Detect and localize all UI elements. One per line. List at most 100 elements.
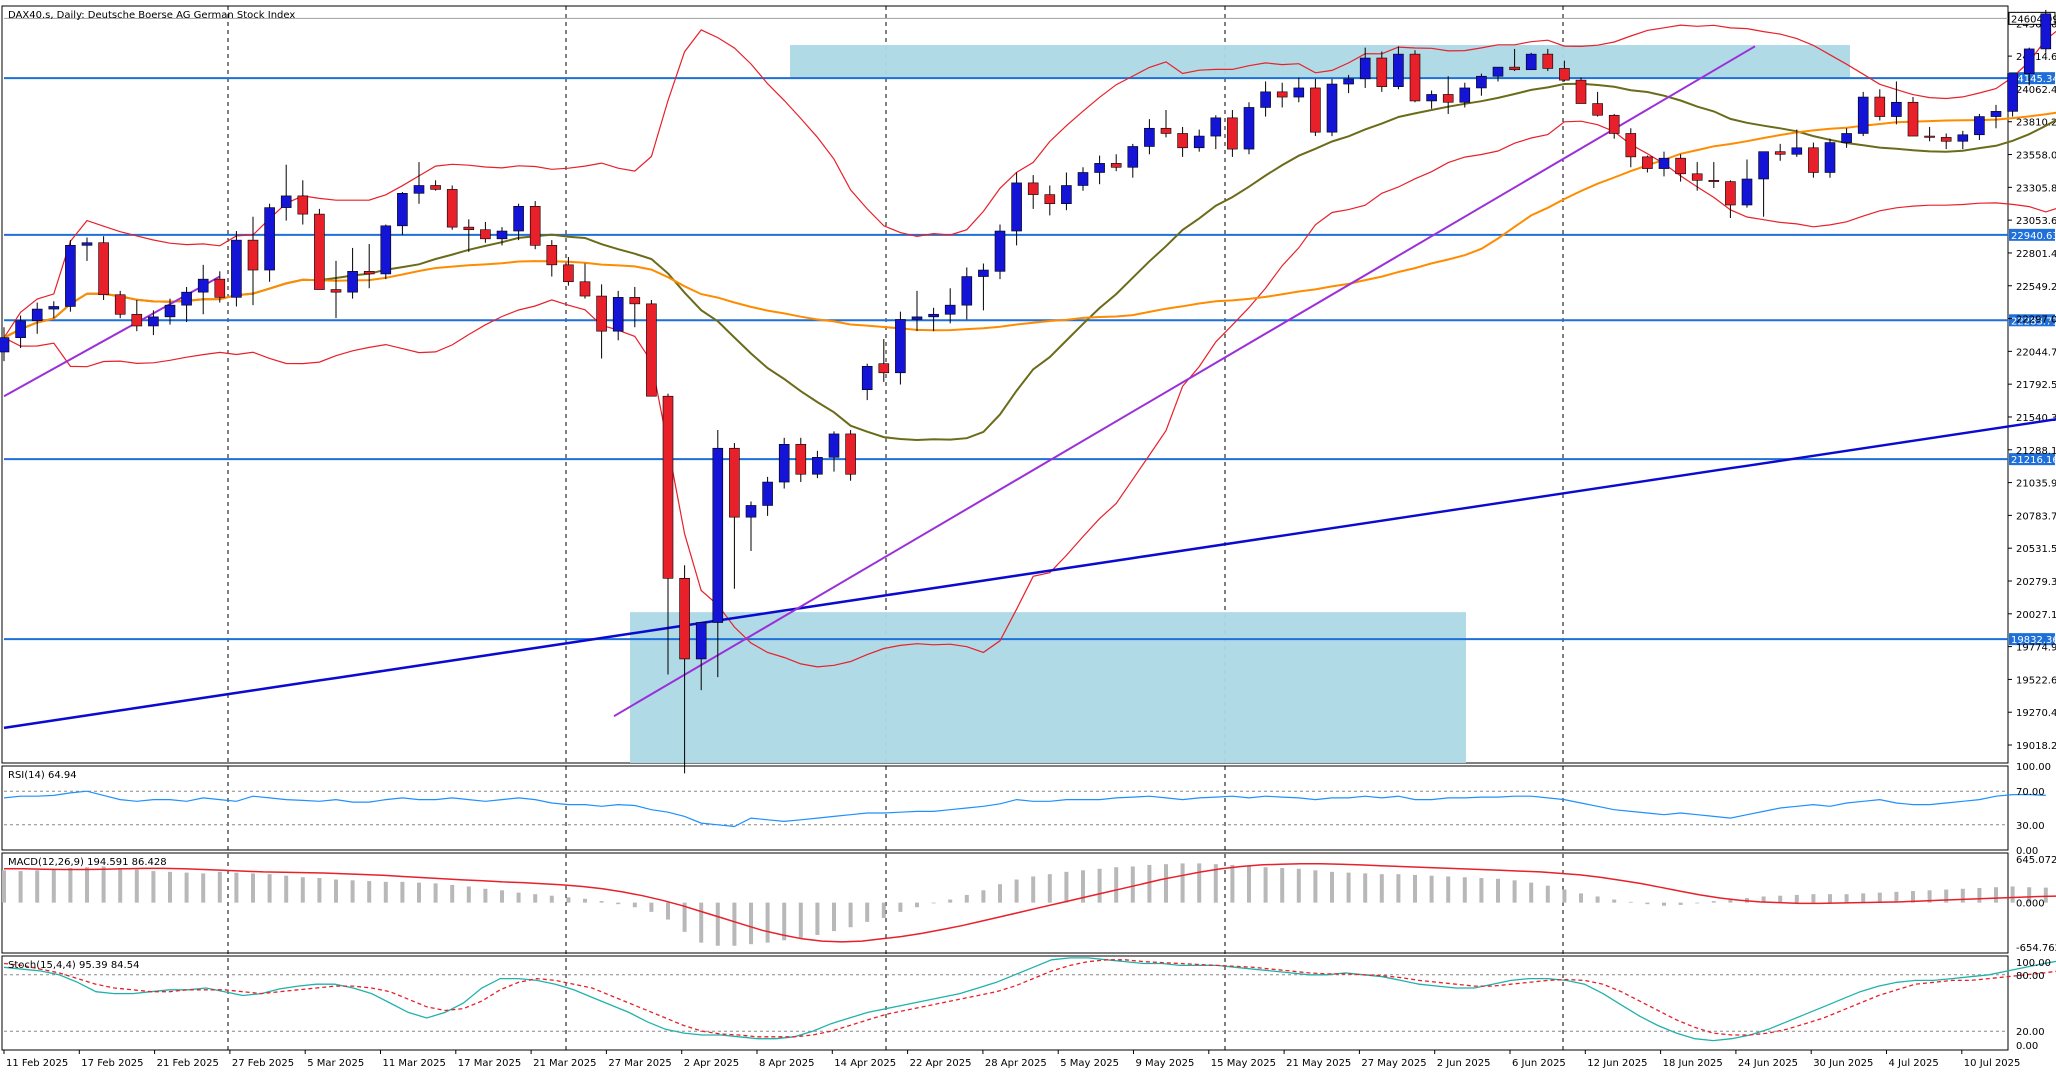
candle-body <box>330 289 342 293</box>
candle <box>1824 138 1836 178</box>
price-tick-label: 21540.37 <box>2016 413 2056 424</box>
candle <box>1027 175 1039 209</box>
candle <box>812 450 823 479</box>
level-price-tag <box>2009 314 2055 327</box>
candle-body <box>1376 57 1388 87</box>
candle-body <box>529 206 541 246</box>
candle <box>330 260 342 319</box>
candle <box>596 284 607 359</box>
candle <box>1575 77 1587 104</box>
candle <box>1310 78 1321 137</box>
candle <box>1907 97 1919 137</box>
candle <box>1625 128 1637 168</box>
candle-body <box>845 433 856 475</box>
candle <box>1293 77 1305 103</box>
candle-body <box>1094 163 1105 173</box>
candle-body <box>1608 114 1620 134</box>
candle <box>1957 130 1969 150</box>
macd-signal-line <box>4 863 2056 943</box>
level-price-label: 22940.63 <box>2011 231 2056 242</box>
candle-body <box>1758 151 1769 180</box>
candle <box>2023 47 2035 86</box>
candle <box>347 247 358 299</box>
candle-body <box>2007 73 2018 112</box>
date-tick-label: 15 May 2025 <box>1211 1058 1276 1069</box>
date-tick-label: 21 Feb 2025 <box>157 1058 219 1069</box>
date-tick-label: 10 Jul 2025 <box>1964 1058 2021 1069</box>
candle <box>845 430 856 481</box>
candle <box>380 224 392 280</box>
pane-frame-macd <box>1 852 2009 954</box>
candle <box>1559 60 1570 82</box>
candle-body <box>1791 147 1803 155</box>
candle-body <box>114 294 126 315</box>
candle <box>546 240 558 277</box>
candle <box>1442 76 1454 114</box>
candle <box>81 237 93 261</box>
candle-body <box>679 578 690 660</box>
candle <box>114 290 126 319</box>
candle <box>895 311 906 385</box>
candle <box>1061 172 1072 211</box>
date-tick-label: 12 Jun 2025 <box>1587 1058 1647 1069</box>
candle-body <box>1227 117 1238 150</box>
candle <box>1343 74 1354 94</box>
candle-body <box>1957 134 1969 142</box>
candle-body <box>1393 53 1404 87</box>
candle <box>1326 78 1338 137</box>
candle <box>1426 90 1437 109</box>
candle-body <box>1857 96 1869 134</box>
candle <box>1990 104 2002 129</box>
candle-body <box>81 242 93 246</box>
candle-body <box>662 395 674 579</box>
candle <box>1476 73 1487 96</box>
candle-body <box>928 313 939 318</box>
candle <box>679 565 690 774</box>
candle-body <box>1924 135 1935 138</box>
candle-body <box>563 264 574 283</box>
candle-body <box>1359 57 1371 80</box>
price-tick-label: 21288.16 <box>2016 446 2056 457</box>
candle-body <box>1476 75 1487 89</box>
stoch-label: Stoch(15,4,4) 95.39 84.54 <box>8 960 139 971</box>
candle <box>1044 185 1056 216</box>
candle-body <box>729 447 740 518</box>
bollinger-lower-band <box>3 120 2056 668</box>
candle <box>1741 159 1753 208</box>
stoch-tick-label: 80.00 <box>2016 971 2045 982</box>
candle-body <box>1525 53 1537 71</box>
candle-body <box>463 226 475 231</box>
candle-body <box>944 304 956 315</box>
rsi-tick-label: 0.00 <box>2016 846 2038 857</box>
candle-body <box>878 363 890 374</box>
candle <box>15 315 26 349</box>
macd-label: MACD(12,26,9) 194.591 86.428 <box>8 857 167 868</box>
candle-body <box>197 278 209 293</box>
candle <box>994 224 1006 280</box>
candle-body <box>1061 185 1072 205</box>
candle-body <box>1442 94 1454 103</box>
candle <box>0 327 10 362</box>
level-price-tag <box>2009 228 2055 241</box>
candle <box>463 219 475 252</box>
candle-body <box>646 303 657 397</box>
candle-body <box>596 295 607 332</box>
candle-body <box>861 365 873 391</box>
candle-body <box>1774 151 1786 155</box>
candle <box>662 393 674 675</box>
candle-body <box>1974 116 1985 136</box>
candle <box>1393 46 1404 90</box>
candle <box>1409 50 1421 103</box>
price-tick-label: 22549.21 <box>2016 282 2056 293</box>
candle <box>1542 48 1554 72</box>
candle-body <box>2040 13 2052 50</box>
candle <box>795 437 807 483</box>
candle-body <box>280 195 292 208</box>
candle-body <box>1160 127 1172 134</box>
rsi-label: RSI(14) 64.94 <box>8 770 77 781</box>
candle-body <box>264 207 275 271</box>
candle <box>646 299 657 397</box>
candle-body <box>1509 66 1520 71</box>
